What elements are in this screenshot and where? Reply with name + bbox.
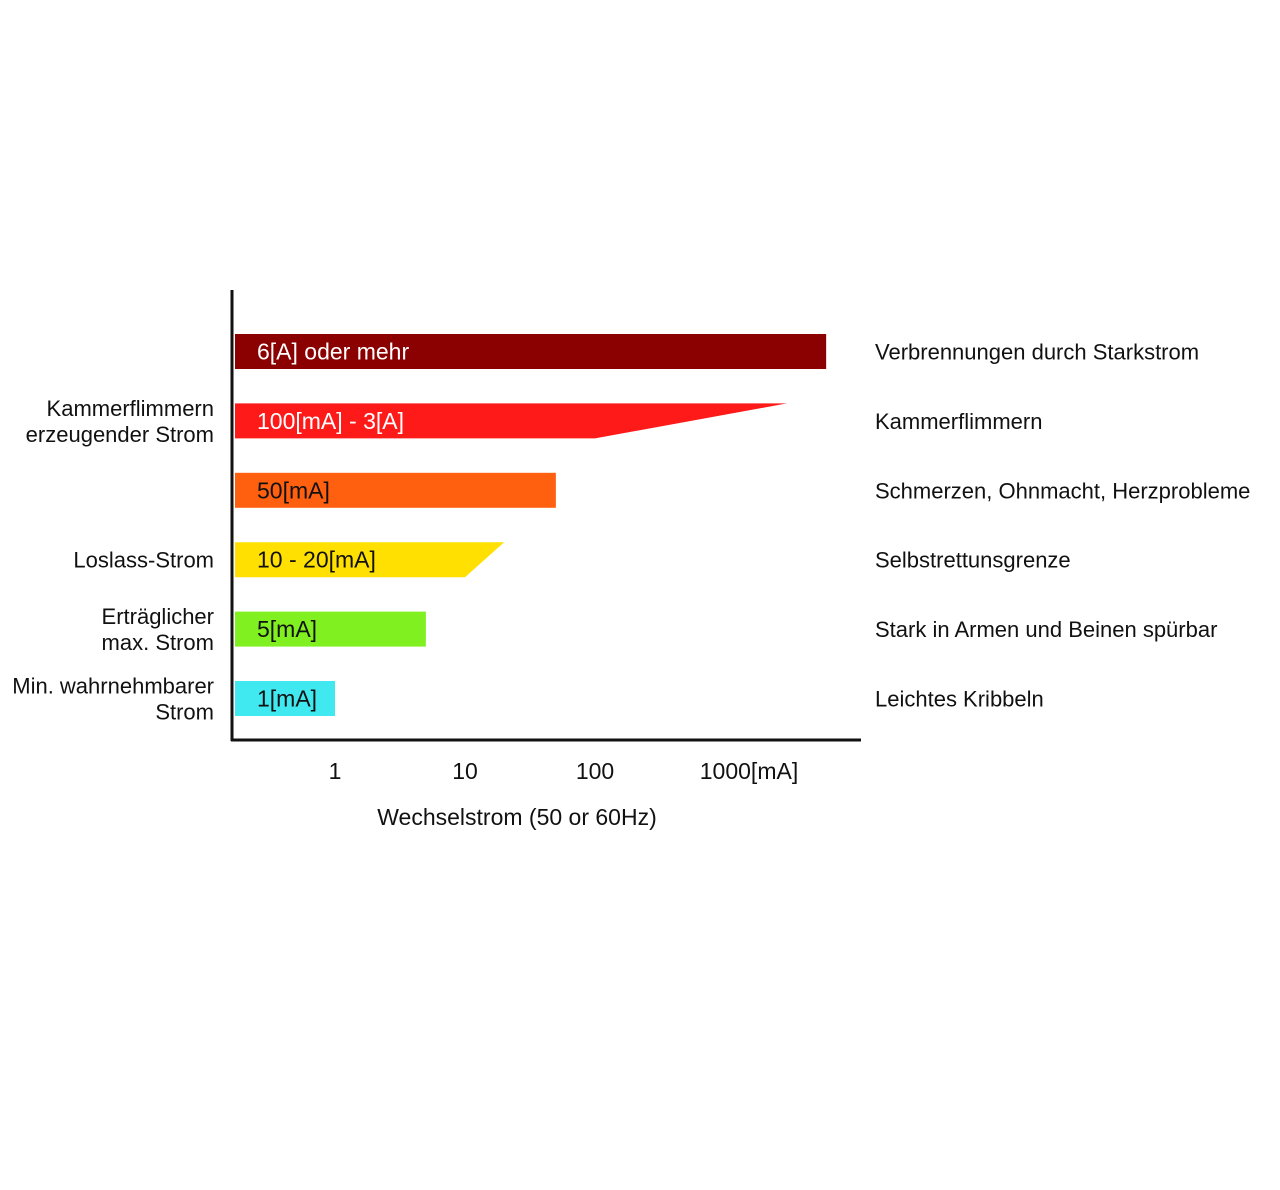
effect-label-2: Schmerzen, Ohnmacht, Herzprobleme [875,478,1250,503]
x-tick-label-1: 10 [452,758,478,784]
category-label-line: Kammerflimmern [47,396,214,421]
category-label-3: Loslass-Strom [73,548,214,573]
bar-2 [235,472,556,508]
category-label-line: Loslass-Strom [73,548,214,573]
category-label-line: Strom [155,700,214,725]
x-tick-label-3: 1000[mA] [700,758,798,784]
left-labels-layer: Kammerflimmern erzeugender Strom Loslass-S… [12,396,214,725]
bar-label-4: 5[mA] [257,616,317,642]
category-label-line: Min. wahrnehmbarer [12,674,214,699]
bar-label-2: 50[mA] [257,477,330,503]
x-tick-label-0: 1 [329,758,342,784]
bar-label-5: 1[mA] [257,686,317,712]
bar-0 [235,334,827,369]
effect-label-5: Leichtes Kribbeln [875,687,1044,712]
category-label-line: erzeugender Strom [26,422,214,447]
category-label-1: Kammerflimmern erzeugender Strom [26,396,214,447]
bar-5 [235,681,335,716]
effect-label-0: Verbrennungen durch Starkstrom [875,340,1199,365]
ticks-layer: 1 10 100 1000[mA] [329,758,799,784]
category-label-5: Min. wahrnehmbarer Strom [12,674,214,725]
effect-label-3: Selbstrettunsgrenze [875,548,1071,573]
right-labels-layer: Verbrennungen durch Starkstrom Kammerflim… [875,340,1250,712]
category-label-4: Erträglicher max. Strom [102,604,214,655]
bar-label-1: 100[mA] - 3[A] [257,408,404,434]
bar-label-0: 6[A] oder mehr [257,339,409,365]
bar-4 [235,611,426,647]
bar-1 [235,403,788,439]
effect-label-4: Stark in Armen und Beinen spürbar [875,617,1217,642]
bar-label-3: 10 - 20[mA] [257,547,376,573]
bars-layer: 6[A] oder mehr 100[mA] - 3[A] 50[mA] 10 - 2… [235,334,827,716]
x-tick-label-2: 100 [576,758,614,784]
x-axis-title: Wechselstrom (50 or 60Hz) [377,804,657,830]
bar-3 [235,542,505,578]
category-label-line: max. Strom [102,630,214,655]
effect-label-1: Kammerflimmern [875,409,1042,434]
category-label-line: Erträglicher [102,604,214,629]
